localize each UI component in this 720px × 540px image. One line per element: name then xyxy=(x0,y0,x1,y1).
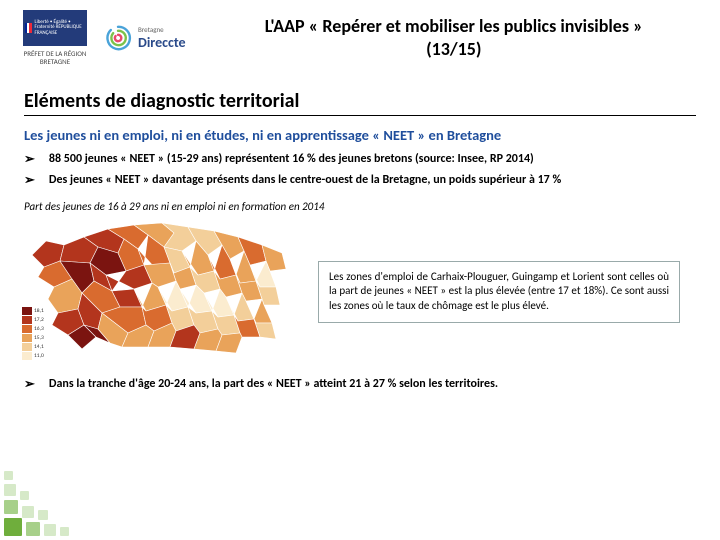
map-legend: 18,1 17,2 16,3 15,3 14,1 11,0 xyxy=(22,307,50,361)
subtitle: Les jeunes ni en emploi, ni en études, n… xyxy=(24,126,696,144)
bullet-list: ➢ 88 500 jeunes « NEET » (15-29 ans) rep… xyxy=(24,152,696,188)
page-title-2: (13/15) xyxy=(208,38,700,61)
page-title-1: L'AAP « Repérer et mobiliser les publics… xyxy=(208,15,700,38)
spiral-icon xyxy=(102,22,134,54)
logo-text: Liberté • Égalité • Fraternité RÉPUBLIQU… xyxy=(35,20,85,37)
map-caption: Part des jeunes de 16 à 29 ans ni en emp… xyxy=(24,200,696,213)
prefet-text: PRÉFET DE LA RÉGION BRETAGNE xyxy=(20,50,90,67)
section-title: Eléments de diagnostic territorial xyxy=(24,89,696,116)
direccte-name: Direccte xyxy=(138,34,186,51)
bullet-item: ➢ Dans la tranche d'âge 20-24 ans, la pa… xyxy=(24,377,696,392)
direccte-region: Bretagne xyxy=(138,25,186,34)
chevron-icon: ➢ xyxy=(24,173,35,188)
last-bullet-list: ➢ Dans la tranche d'âge 20-24 ans, la pa… xyxy=(24,377,696,392)
title-block: L'AAP « Repérer et mobiliser les publics… xyxy=(198,15,700,62)
chevron-icon: ➢ xyxy=(24,152,35,167)
corner-decoration xyxy=(0,450,120,540)
map-row: 18,1 17,2 16,3 15,3 14,1 11,0 Les zones … xyxy=(24,217,696,367)
choropleth-map: 18,1 17,2 16,3 15,3 14,1 11,0 xyxy=(24,217,304,367)
header: Liberté • Égalité • Fraternité RÉPUBLIQU… xyxy=(0,0,720,67)
bullet-item: ➢ 88 500 jeunes « NEET » (15-29 ans) rep… xyxy=(24,152,696,167)
bullet-text: Des jeunes « NEET » davantage présents d… xyxy=(49,173,561,187)
chevron-icon: ➢ xyxy=(24,377,35,392)
bullet-text: 88 500 jeunes « NEET » (15-29 ans) repré… xyxy=(49,152,534,166)
republique-logo: Liberté • Égalité • Fraternité RÉPUBLIQU… xyxy=(20,10,90,67)
direccte-logo: Bretagne Direccte xyxy=(102,22,186,54)
info-box: Les zones d'emploi de Carhaix-Plouguer, … xyxy=(318,261,680,324)
bullet-item: ➢ Des jeunes « NEET » davantage présents… xyxy=(24,173,696,188)
bullet-text: Dans la tranche d'âge 20-24 ans, la part… xyxy=(49,377,498,391)
